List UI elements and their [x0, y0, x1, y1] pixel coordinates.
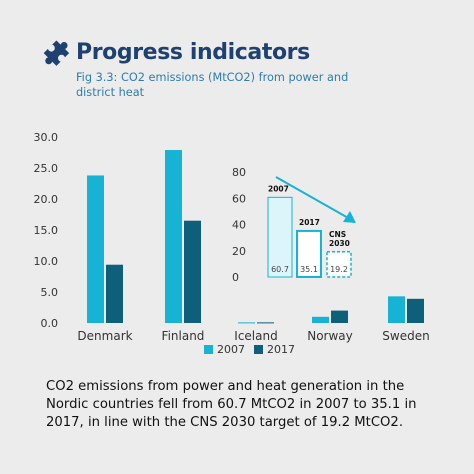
legend-label: 2017	[267, 343, 295, 356]
y-tick-label: 25.0	[34, 162, 59, 175]
bar-norway-2007	[312, 316, 329, 323]
x-tick-label: Sweden	[382, 329, 429, 343]
y-tick-label: 15.0	[34, 224, 59, 237]
bar-denmark-2017	[106, 264, 123, 323]
main-chart: 0.0 5.0 10.0 15.0 20.0 25.0 30.0 Denmark Finland…	[34, 131, 430, 356]
inset-bar-2017	[296, 229, 322, 278]
inset-bar-2007	[267, 196, 293, 278]
bar-sweden-2007	[388, 296, 405, 323]
bar-norway-2017	[331, 310, 348, 323]
puzzle-icon	[43, 40, 70, 66]
x-tick-label: Norway	[307, 329, 353, 343]
inset-y-tick-label: 80	[232, 166, 246, 179]
title-row: Progress indicators	[40, 38, 460, 68]
page-title: Progress indicators	[76, 40, 310, 65]
inset-category-label: 2030	[329, 239, 350, 248]
bar-finland-2017	[184, 220, 201, 323]
x-tick-label: Iceland	[234, 329, 277, 343]
y-tick-label: 5.0	[41, 286, 59, 299]
inset-y-tick-label: 20	[232, 245, 246, 258]
legend-label: 2007	[217, 343, 245, 356]
inset-data-label: 35.1	[300, 265, 318, 274]
inset-data-label: 19.2	[330, 265, 348, 274]
header: Progress indicators Fig 3.3: CO2 emissio…	[40, 38, 460, 100]
bar-iceland-2007	[238, 322, 255, 324]
legend-swatch-2007	[204, 345, 213, 354]
inset-y-tick-label: 40	[232, 219, 246, 232]
caption: CO2 emissions from power and heat genera…	[46, 379, 417, 430]
inset-data-label: 60.7	[271, 265, 289, 274]
legend-swatch-2017	[254, 345, 263, 354]
bar-sweden-2017	[407, 298, 424, 323]
y-tick-label: 0.0	[41, 317, 59, 330]
inset-category-label: CNS	[329, 230, 346, 239]
bar-denmark-2007	[87, 175, 104, 323]
bar-finland-2007	[165, 150, 182, 323]
x-tick-label: Denmark	[77, 329, 132, 343]
x-tick-label: Finland	[162, 329, 205, 343]
bar-iceland-2017	[257, 322, 274, 324]
inset-category-label: 2017	[299, 218, 320, 227]
figure-subtitle: Fig 3.3: CO2 emissions (MtCO2) from powe…	[76, 71, 349, 99]
y-tick-label: 30.0	[34, 131, 59, 144]
y-tick-label: 10.0	[34, 255, 59, 268]
inset-y-tick-label: 60	[232, 192, 246, 205]
inset-y-tick-label: 0	[232, 271, 239, 284]
trend-arrow-line	[275, 176, 351, 220]
trend-arrow-head	[343, 211, 356, 223]
inset-category-label: 2007	[268, 184, 289, 193]
y-tick-label: 20.0	[34, 193, 59, 206]
inset-bar-cns-2030	[326, 251, 352, 278]
